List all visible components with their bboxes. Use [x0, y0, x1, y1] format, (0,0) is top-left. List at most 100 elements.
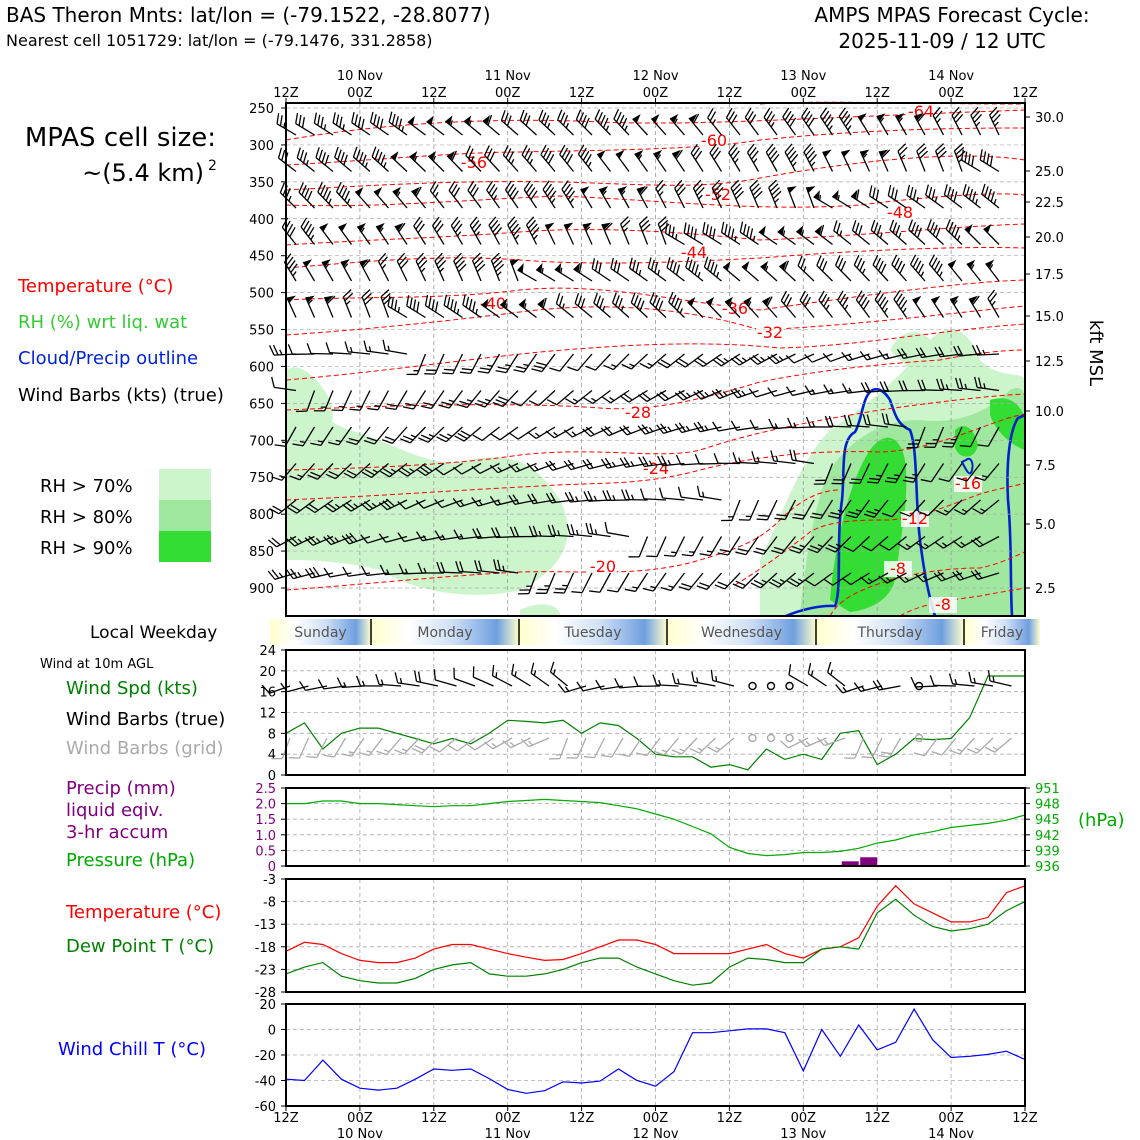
barb-half [514, 671, 517, 677]
bottom-tick-label: 00Z [938, 1111, 964, 1126]
wind-barb [964, 224, 981, 245]
barb-full [459, 400, 470, 406]
barb-pennant [426, 115, 434, 126]
barb-full [462, 294, 466, 306]
wind-barb [267, 569, 297, 581]
barb-full [290, 263, 298, 273]
wind-barb [878, 349, 907, 360]
barb-full [267, 539, 277, 548]
barb-full [650, 259, 655, 271]
barb-full [990, 110, 1000, 120]
wind-barb [500, 110, 519, 136]
barb-full [340, 152, 345, 163]
wind-barb [699, 536, 723, 557]
barb-full [938, 346, 945, 357]
barb-full [402, 435, 414, 441]
panel-ytick-label: 8 [268, 727, 276, 742]
wind-barb [379, 462, 408, 478]
barb-full [450, 299, 454, 310]
wind-barb [356, 222, 371, 245]
wind-barb [683, 222, 704, 246]
barb-full [423, 402, 434, 406]
wind-barb [380, 289, 393, 318]
wind-barb [482, 114, 500, 136]
barb-half [288, 195, 292, 202]
wind-barb [513, 353, 538, 373]
panel-frame [285, 787, 1026, 867]
barb-pennant [573, 262, 581, 273]
barb-full [954, 508, 965, 516]
barb-half [497, 466, 503, 472]
barb-full [992, 114, 1001, 123]
wind-barb [554, 262, 574, 282]
xs-ytick-label: 550 [249, 324, 274, 339]
barb-full [419, 260, 428, 269]
barb-staff [969, 426, 982, 447]
wind-barb [971, 344, 1000, 356]
contour-label-bg [886, 205, 914, 221]
barb-full [420, 434, 432, 441]
barb-full [387, 295, 391, 307]
barb-full [562, 115, 569, 126]
barb-full [362, 259, 371, 269]
barb-half [657, 269, 660, 276]
wind-barb [935, 499, 963, 516]
barb-full [873, 222, 879, 234]
barb-full [271, 476, 283, 481]
wind-barb [507, 216, 521, 245]
barb-half [991, 300, 996, 306]
bottom-tick-label: 00Z [495, 1111, 521, 1126]
barb-pennant [374, 187, 383, 196]
barb-full [868, 477, 880, 481]
barb-half [685, 392, 691, 398]
barb-full [787, 417, 793, 429]
wind-barb [565, 389, 593, 405]
barb-half [961, 508, 968, 513]
barb-full [886, 477, 898, 480]
xs-y2tick-label: 22.5 [1035, 196, 1064, 211]
barb-full [490, 527, 497, 538]
wind-barb [296, 390, 316, 413]
calm-circle [914, 681, 924, 691]
barb-staff [426, 121, 445, 136]
barb-staff [403, 535, 426, 543]
barb-full [843, 414, 849, 426]
wind-barb [669, 113, 685, 136]
temperature-contour [285, 393, 1026, 471]
barb-full [398, 222, 406, 233]
wind-barb [658, 487, 685, 501]
barb-staff [479, 462, 500, 474]
wind-barb [955, 377, 981, 392]
barb-full [837, 290, 844, 301]
wind-barb [277, 147, 297, 173]
barb-staff [699, 462, 722, 465]
wind-barb [364, 426, 390, 445]
wind-barb [305, 295, 316, 318]
wind-barb [767, 387, 796, 397]
barb-full [801, 107, 809, 118]
barb-full [773, 546, 785, 552]
barb-staff [427, 155, 445, 172]
weekday-name: Tuesday [564, 625, 622, 641]
barb-full [364, 440, 375, 445]
barb-staff [474, 737, 494, 751]
barb-full [671, 672, 676, 684]
wind-barb [360, 499, 389, 512]
weekday-name: Monday [417, 625, 472, 641]
barb-full [896, 260, 903, 271]
barb-full [635, 262, 640, 274]
barb-full [503, 112, 509, 124]
barb-pennant [758, 225, 766, 236]
wind-barb [526, 216, 540, 245]
barb-full [885, 413, 890, 425]
barb-full [618, 114, 625, 126]
barb-full [545, 461, 554, 471]
barb-full [434, 220, 442, 230]
barb-full [822, 110, 830, 121]
wind-barb [891, 254, 907, 282]
barb-full [881, 299, 889, 310]
barb-full [748, 388, 757, 398]
barb-half [745, 515, 752, 518]
barb-half [561, 303, 565, 309]
wind-barb [323, 295, 336, 318]
